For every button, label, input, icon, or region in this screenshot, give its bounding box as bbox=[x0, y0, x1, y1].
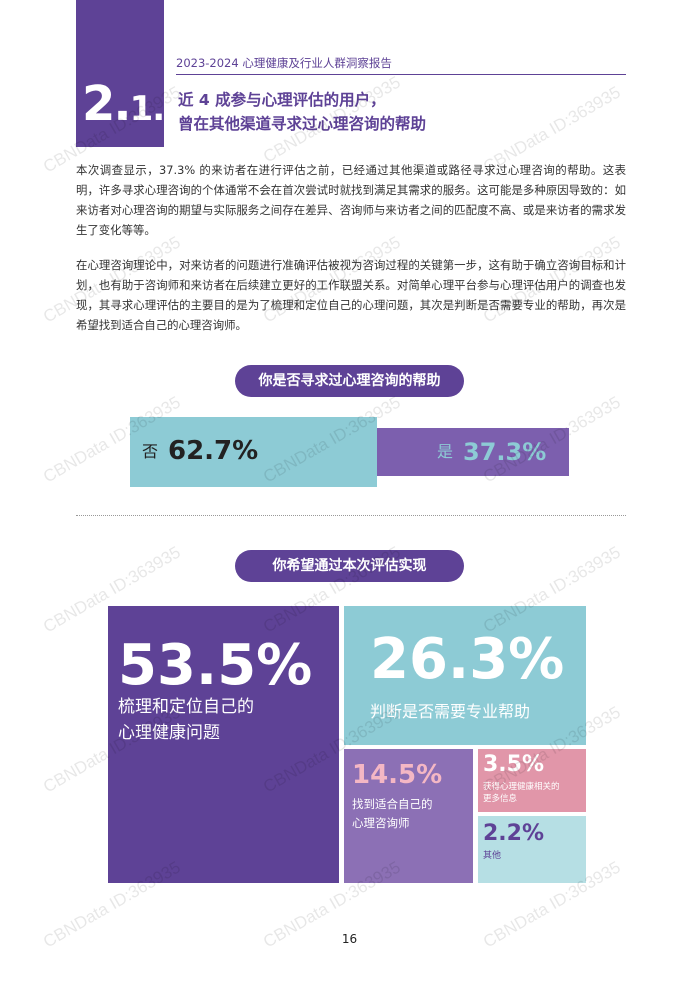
tile-label: 梳理和定位自己的 心理健康问题 bbox=[118, 697, 254, 743]
tile-label: 判断是否需要专业帮助 bbox=[370, 702, 531, 721]
tile-value: 53.5% bbox=[118, 633, 313, 698]
page-number: 16 bbox=[341, 932, 358, 946]
section-divider bbox=[76, 515, 626, 516]
report-title: 2023-2024 心理健康及行业人群洞察报告 bbox=[176, 56, 392, 70]
tile-value: 14.5% bbox=[352, 760, 443, 790]
bar-no-label: 否 bbox=[142, 442, 159, 461]
section-number: 2.1.1 bbox=[82, 76, 188, 132]
section-color-block bbox=[76, 0, 164, 147]
bar-yes-value: 37.3% bbox=[463, 438, 547, 466]
bar-no-value: 62.7% bbox=[168, 436, 259, 466]
bar-no bbox=[130, 417, 377, 487]
treemap-tile-other: 2.2% 其他 bbox=[478, 816, 586, 883]
tile-value: 26.3% bbox=[370, 627, 565, 692]
treemap-tile-need-professional-help: 26.3% 判断是否需要专业帮助 bbox=[344, 606, 586, 745]
body-paragraph-1: 本次调查显示，37.3% 的来访者在进行评估之前，已经通过其他渠道或路径寻求过心… bbox=[76, 163, 626, 237]
tile-label: 找到适合自己的 心理咨询师 bbox=[352, 797, 433, 830]
tile-label: 获得心理健康相关的 更多信息 bbox=[483, 782, 560, 804]
body-paragraph-2: 在心理咨询理论中，对来访者的问题进行准确评估被视为咨询过程的关键第一步，这有助于… bbox=[76, 258, 626, 332]
tile-value: 2.2% bbox=[483, 821, 545, 846]
headline-line-1: 近 4 成参与心理评估的用户， bbox=[178, 91, 386, 109]
treemap-tile-sort-out-problems: 53.5% 梳理和定位自己的 心理健康问题 bbox=[108, 606, 339, 883]
chart1-title: 你是否寻求过心理咨询的帮助 bbox=[235, 365, 464, 397]
header-divider bbox=[176, 74, 626, 75]
tile-value: 3.5% bbox=[483, 752, 545, 777]
section-headline: 近 4 成参与心理评估的用户， 曾在其他渠道寻求过心理咨询的帮助 bbox=[178, 88, 618, 136]
chart2-title: 你希望通过本次评估实现 bbox=[235, 550, 464, 582]
tile-label: 其他 bbox=[483, 851, 502, 861]
treemap-tile-find-counselor: 14.5% 找到适合自己的 心理咨询师 bbox=[344, 749, 473, 883]
headline-line-2: 曾在其他渠道寻求过心理咨询的帮助 bbox=[178, 115, 427, 133]
bar-yes-label: 是 bbox=[437, 442, 454, 461]
treemap-tile-more-info: 3.5% 获得心理健康相关的 更多信息 bbox=[478, 749, 586, 812]
bar-yes bbox=[377, 428, 569, 476]
